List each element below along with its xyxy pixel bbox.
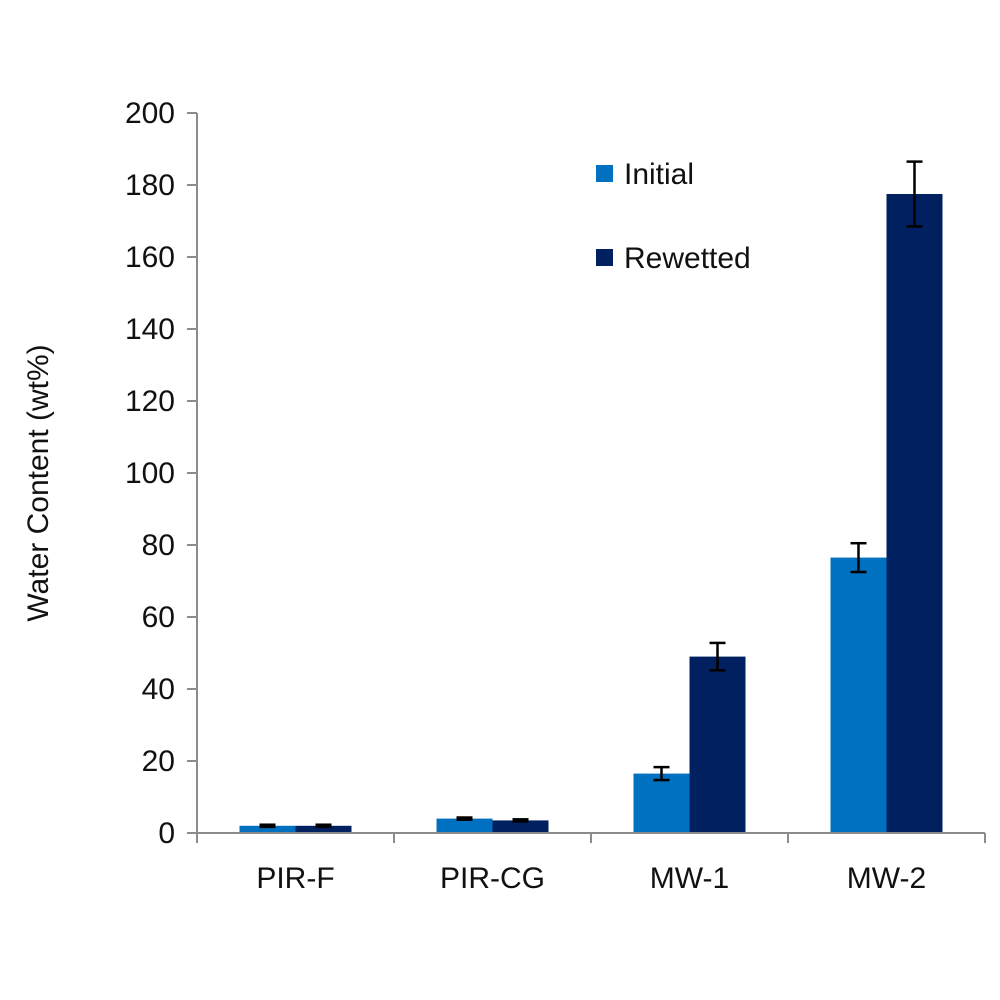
bar-initial-pir-cg [436,818,493,833]
y-tick-label: 140 [125,313,175,346]
bar-rewetted-pir-f [295,825,352,833]
y-tick-label: 80 [142,529,175,562]
bar-rewetted-pir-cg [492,820,549,833]
x-tick-label: PIR-CG [440,862,545,895]
y-tick-label: 20 [142,745,175,778]
x-tick-label: MW-1 [650,862,729,895]
y-tick-label: 180 [125,169,175,202]
legend: Initial Rewetted [596,158,751,275]
x-tick-label: MW-2 [847,862,926,895]
legend-label-rewetted: Rewetted [624,242,751,275]
error-bars-layer [259,160,923,829]
bar-rewetted-mw-1 [689,656,746,833]
y-tick-label: 120 [125,385,175,418]
y-axis-title: Water Content (wt%) [22,344,55,621]
x-ticks-layer: PIR-F PIR-CG MW-1 MW-2 [196,833,986,895]
bar-initial-mw-1 [633,773,690,833]
y-tick-label: 60 [142,601,175,634]
legend-label-initial: Initial [624,158,694,191]
y-tick-label: 40 [142,673,175,706]
bar-rewetted-mw-2 [886,194,943,833]
y-tick-label: 160 [125,241,175,274]
x-tick-label: PIR-F [256,862,334,895]
bar-initial-mw-2 [830,557,887,833]
legend-swatch-rewetted [596,249,613,266]
y-tick-label: 200 [125,97,175,130]
bars-layer [239,194,943,833]
y-tick-label: 0 [158,817,175,850]
y-ticks-layer: 0 20 40 60 80 100 120 140 160 180 200 [125,97,197,850]
bar-initial-pir-f [239,825,296,833]
legend-swatch-initial [596,165,613,182]
y-tick-label: 100 [125,457,175,490]
